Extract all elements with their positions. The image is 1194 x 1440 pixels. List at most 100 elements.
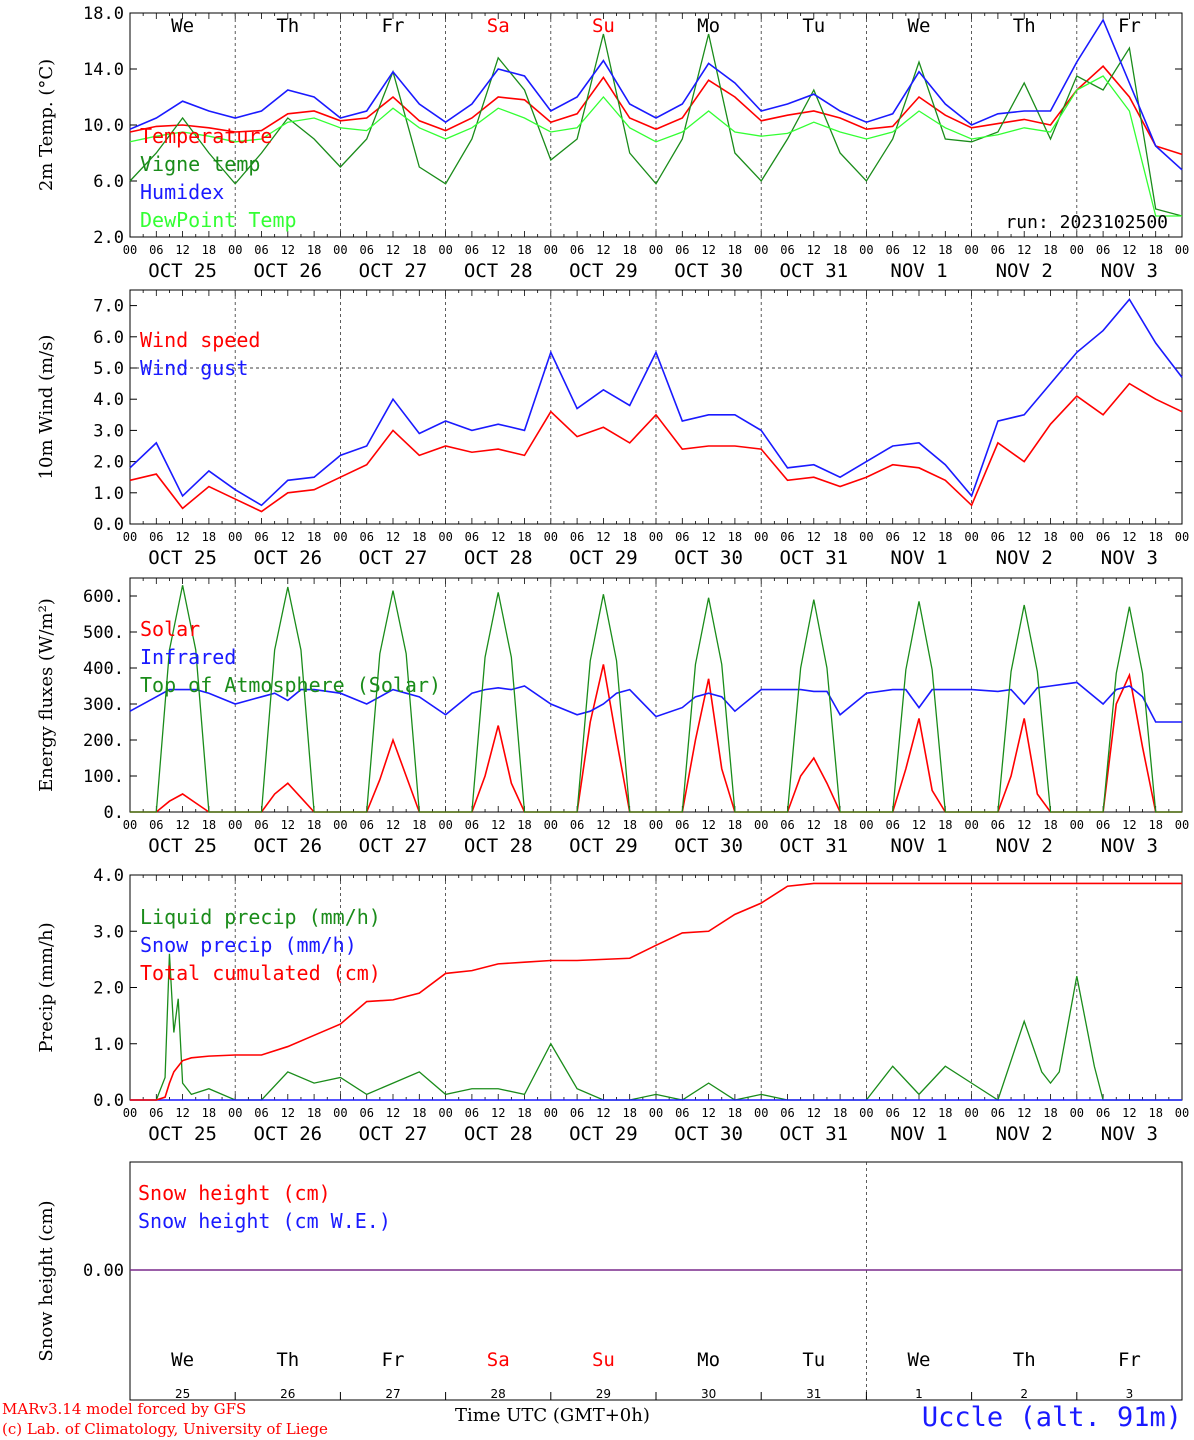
hour-tick-label: 18 [833, 1106, 847, 1120]
y-tick-label: 300. [83, 695, 124, 715]
hour-tick-label: 18 [517, 818, 531, 832]
series-line-temperature [129, 65, 1183, 156]
y-tick-label: 2.0 [93, 453, 124, 473]
hour-tick-label: 06 [465, 530, 479, 544]
date-tick-label: OCT 31 [779, 835, 848, 857]
hour-tick-label: 00 [438, 818, 452, 832]
weekday-label: Sa [487, 1349, 510, 1371]
hour-tick-label: 00 [964, 243, 978, 257]
hour-tick-label: 18 [938, 530, 952, 544]
hour-tick-label: 00 [754, 818, 768, 832]
hour-tick-label: 12 [1122, 530, 1136, 544]
hour-tick-label: 00 [1070, 818, 1084, 832]
hour-tick-label: 06 [149, 818, 163, 832]
hour-tick-label: 00 [438, 530, 452, 544]
hour-tick-label: 18 [307, 243, 321, 257]
y-tick-label: 100. [83, 767, 124, 787]
hour-tick-label: 06 [570, 530, 584, 544]
hour-tick-label: 18 [1043, 530, 1057, 544]
hour-tick-label: 06 [885, 818, 899, 832]
run-label: run: 2023102500 [1005, 212, 1168, 233]
legend-entry: Infrared [140, 645, 236, 669]
hour-tick-label: 00 [228, 1106, 242, 1120]
hour-tick-label: 12 [1017, 1106, 1031, 1120]
y-tick-label: 6.0 [93, 328, 124, 348]
y-tick-label: 5.0 [93, 359, 124, 379]
legend-entry: Temperature [140, 124, 272, 148]
hour-tick-label: 00 [228, 818, 242, 832]
hour-tick-label: 06 [780, 530, 794, 544]
hour-tick-label: 18 [1148, 818, 1162, 832]
hour-tick-label: 12 [701, 1106, 715, 1120]
legend-entry: Snow height (cm W.E.) [138, 1209, 391, 1233]
date-tick-label: NOV 2 [996, 547, 1053, 569]
y-tick-label: 1.0 [93, 1035, 124, 1055]
hour-tick-label: 18 [1148, 243, 1162, 257]
weekday-label: Fr [382, 1349, 405, 1371]
hour-tick-label: 12 [386, 818, 400, 832]
date-tick-label: OCT 26 [253, 547, 322, 569]
hour-tick-label: 12 [912, 243, 926, 257]
hour-tick-label: 06 [885, 530, 899, 544]
hour-tick-label: 12 [1122, 818, 1136, 832]
hour-tick-label: 00 [333, 1106, 347, 1120]
hour-tick-label: 12 [1017, 243, 1031, 257]
hour-tick-label: 18 [517, 1106, 531, 1120]
date-tick-label: OCT 28 [464, 260, 533, 282]
date-tick-label: NOV 1 [890, 547, 947, 569]
y-tick-label: 4.0 [93, 866, 124, 886]
date-tick-label: OCT 29 [569, 260, 638, 282]
series-line-total-cumulated-cm- [130, 882, 1182, 1101]
date-tick-label: OCT 31 [779, 547, 848, 569]
y-tick-label: 0.00 [83, 1261, 124, 1281]
hour-tick-label: 12 [281, 530, 295, 544]
hour-tick-label: 06 [254, 1106, 268, 1120]
hour-tick-label: 06 [675, 1106, 689, 1120]
hour-tick-label: 00 [544, 243, 558, 257]
y-tick-label: 2.0 [93, 228, 124, 248]
hour-tick-label: 12 [175, 818, 189, 832]
hour-tick-label: 06 [359, 530, 373, 544]
hour-tick-label: 06 [780, 818, 794, 832]
series-line-infrared [129, 681, 1182, 723]
y-tick-label: 0. [104, 803, 124, 823]
date-tick-label: NOV 1 [890, 1123, 947, 1145]
series-line-wind-speed [129, 382, 1183, 513]
date-tick-label: OCT 31 [779, 260, 848, 282]
hour-tick-label: 18 [307, 1106, 321, 1120]
date-tick-label: OCT 29 [569, 547, 638, 569]
date-tick-label: OCT 29 [569, 1123, 638, 1145]
hour-tick-label: 18 [833, 243, 847, 257]
model-credit-text: MARv3.14 model forced by GFS [2, 1400, 247, 1418]
hour-tick-label: 12 [912, 530, 926, 544]
y-tick-label: 6.0 [93, 172, 124, 192]
hour-tick-label: 00 [228, 243, 242, 257]
hour-tick-label: 00 [333, 243, 347, 257]
hour-tick-label: 00 [754, 243, 768, 257]
hour-tick-label: 18 [412, 818, 426, 832]
hour-tick-label: 06 [675, 530, 689, 544]
hour-tick-label: 12 [386, 530, 400, 544]
hour-tick-label: 18 [833, 530, 847, 544]
hour-tick-label: 06 [254, 243, 268, 257]
date-tick-label: OCT 31 [779, 1123, 848, 1145]
legend-entry: Humidex [140, 180, 224, 204]
hour-tick-label: 06 [254, 530, 268, 544]
hour-tick-label: 00 [123, 818, 137, 832]
hour-tick-label: 12 [491, 530, 505, 544]
y-tick-label: 2.0 [93, 979, 124, 999]
date-tick-label: OCT 25 [148, 260, 217, 282]
hour-tick-label: 12 [386, 1106, 400, 1120]
day-number-label: 30 [701, 1387, 716, 1401]
hour-tick-label: 12 [1122, 1106, 1136, 1120]
legend-entry: Total cumulated (cm) [140, 961, 381, 985]
legend-entry: Snow height (cm) [138, 1181, 331, 1205]
hour-tick-label: 18 [728, 530, 742, 544]
y-tick-label: 400. [83, 659, 124, 679]
hour-tick-label: 18 [202, 243, 216, 257]
day-number-label: 26 [280, 1387, 295, 1401]
hour-tick-label: 18 [728, 243, 742, 257]
hour-tick-label: 06 [991, 818, 1005, 832]
hour-tick-label: 00 [1175, 530, 1189, 544]
date-tick-label: OCT 30 [674, 835, 743, 857]
